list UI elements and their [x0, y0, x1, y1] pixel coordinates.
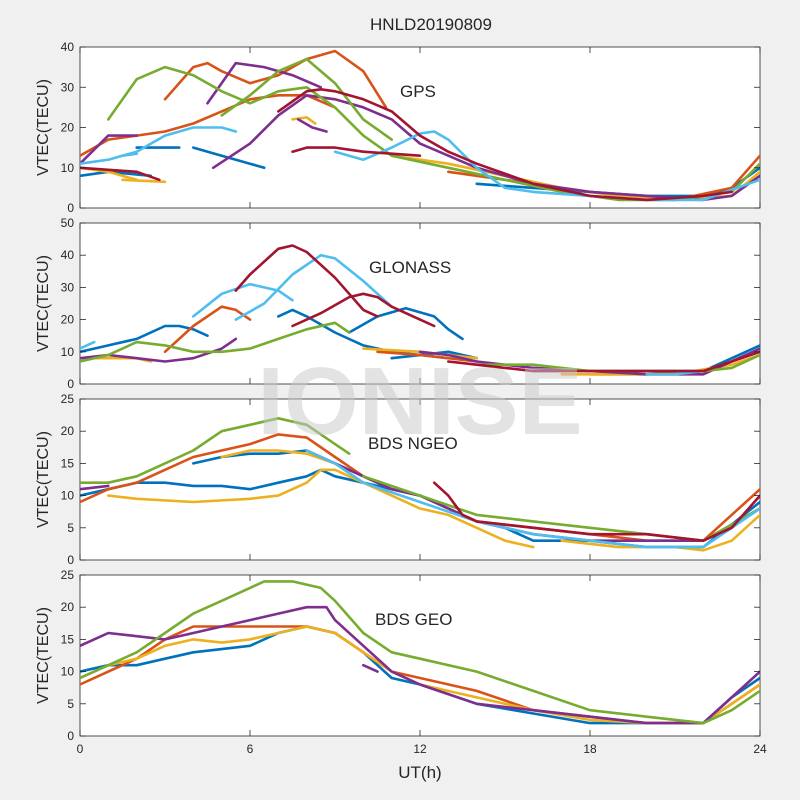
- series-line-21: [277, 88, 733, 202]
- series-line-8: [121, 178, 167, 184]
- y-tick-label: 0: [67, 553, 74, 567]
- y-tick-label: 5: [67, 521, 74, 535]
- x-tick-label: 24: [753, 742, 767, 756]
- watermark: IONISE: [257, 348, 582, 455]
- y-tick-label: 0: [67, 729, 74, 743]
- series-line-15: [107, 65, 760, 202]
- series-line-8: [80, 417, 351, 484]
- figure-title: HNLD20190809: [370, 15, 492, 34]
- series-group: [80, 244, 760, 376]
- series-line-18: [121, 152, 138, 157]
- series-group: [80, 49, 760, 202]
- series-line-0: [80, 324, 209, 354]
- y-tick-label: 15: [61, 456, 75, 470]
- series-line-11: [432, 481, 760, 542]
- series-line-17: [80, 126, 238, 165]
- y-axis-label: VTEC(TECU): [35, 607, 52, 704]
- series-line-16: [192, 282, 294, 318]
- y-tick-label: 25: [61, 568, 75, 582]
- series-line-4: [362, 663, 379, 673]
- series-line-13: [80, 321, 351, 363]
- panel-3: 0 5 10 15 20 25 0 6 12 18 24 VTEC(TECU) BDS GEO: [35, 568, 767, 756]
- series-line-5: [163, 49, 388, 109]
- panel-2: 0 5 10 15 20 25 VTEC(TECU) BDS NGEO: [35, 392, 761, 567]
- y-axis-label: VTEC(TECU): [35, 255, 52, 352]
- y-tick-label: 40: [61, 40, 75, 54]
- series-line-5: [163, 305, 252, 354]
- x-tick-label: 0: [77, 742, 84, 756]
- series-line-2: [192, 146, 266, 170]
- y-tick-label: 10: [61, 665, 75, 679]
- series-line-3: [80, 605, 760, 725]
- y-tick-label: 50: [61, 216, 75, 230]
- y-tick-label: 30: [61, 80, 75, 94]
- y-axis-label: VTEC(TECU): [35, 431, 52, 528]
- series-line-12: [418, 347, 760, 376]
- series-line-19: [234, 244, 379, 318]
- panel-0: 0 10 20 30 40 VTEC(TECU) GPS: [35, 40, 761, 215]
- series-line-14: [296, 118, 328, 133]
- y-tick-label: 15: [61, 632, 75, 646]
- y-tick-label: 0: [67, 377, 74, 391]
- series-line-20: [80, 166, 161, 182]
- series-line-22: [291, 146, 422, 157]
- y-tick-label: 10: [61, 345, 75, 359]
- y-tick-label: 20: [61, 121, 75, 135]
- series-line-15: [80, 340, 96, 350]
- panel-label: BDS GEO: [375, 610, 452, 629]
- y-tick-label: 20: [61, 313, 75, 327]
- panel-label: GPS: [400, 82, 436, 101]
- x-tick-label: 18: [583, 742, 597, 756]
- series-group: [80, 417, 760, 552]
- panel-label: GLONASS: [369, 258, 451, 277]
- y-tick-label: 30: [61, 280, 75, 294]
- x-tick-label: 6: [247, 742, 254, 756]
- panel-1: 0 10 20 30 40 50 VTEC(TECU) GLONASS: [35, 216, 761, 391]
- series-line-2: [347, 307, 464, 341]
- series-line-6: [80, 484, 110, 491]
- series-line-4: [80, 94, 337, 157]
- series-line-20: [291, 292, 436, 328]
- panel-label: BDS NGEO: [368, 434, 458, 453]
- y-tick-label: 40: [61, 248, 75, 262]
- series-group: [80, 580, 760, 725]
- y-tick-label: 20: [61, 424, 75, 438]
- x-axis-label: UT(h): [398, 763, 441, 782]
- series-line-10: [305, 449, 760, 549]
- series-line-12: [206, 61, 323, 105]
- series-line-21: [447, 350, 760, 373]
- y-tick-label: 20: [61, 600, 75, 614]
- series-line-3: [107, 468, 535, 549]
- series-line-6: [376, 350, 478, 363]
- x-tick-label: 12: [413, 742, 427, 756]
- y-tick-label: 10: [61, 161, 75, 175]
- y-tick-label: 5: [67, 697, 74, 711]
- series-line-5: [80, 580, 760, 725]
- y-tick-label: 25: [61, 392, 75, 406]
- y-axis-label: VTEC(TECU): [35, 79, 52, 176]
- series-line-11: [80, 134, 138, 165]
- y-tick-label: 10: [61, 489, 75, 503]
- axes-box: [79, 574, 761, 737]
- series-line-17: [234, 253, 393, 321]
- series-line-5: [560, 513, 760, 552]
- series-line-16: [220, 57, 393, 141]
- y-tick-label: 0: [67, 201, 74, 215]
